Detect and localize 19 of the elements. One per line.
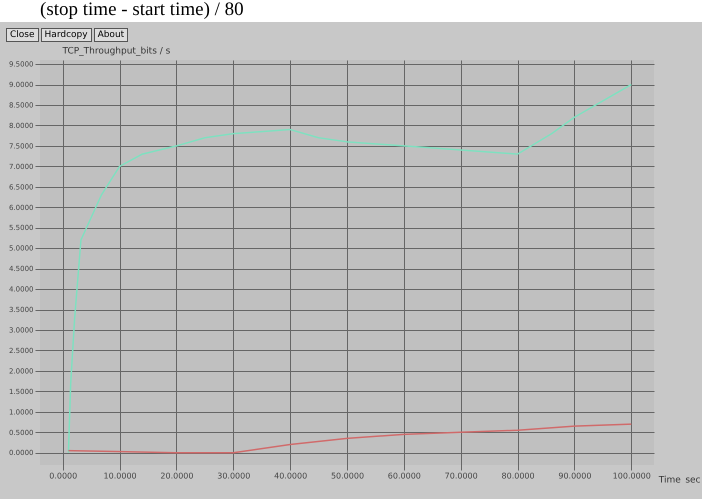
line-series xyxy=(68,84,632,454)
x-tick-label: 20.0000 xyxy=(160,472,194,480)
text: Close xyxy=(6,28,39,42)
x-tick-label: 60.0000 xyxy=(388,472,421,480)
x-tick-label: 10.0000 xyxy=(104,472,137,480)
x-tick-label: 70.0000 xyxy=(444,472,478,480)
x-axis-title: Time_sec xyxy=(658,476,701,486)
x-tick-label: 100.0000 xyxy=(612,472,651,480)
text: About xyxy=(94,28,128,42)
x-tick-label: 50.0000 xyxy=(330,472,364,480)
x-tick-label: 90.0000 xyxy=(558,472,592,480)
y-axis-title: TCP_Throughput_bits / s xyxy=(62,46,171,56)
x-tick-label: 80.0000 xyxy=(502,472,535,480)
text: (stop time - start time) / 80 xyxy=(0,0,702,22)
x-tick-label: 40.0000 xyxy=(274,472,308,480)
x-tick-label: 30.0000 xyxy=(217,472,250,480)
text: Hardcopy xyxy=(40,28,92,42)
line-series xyxy=(68,423,632,454)
x-tick-label: 0.0000 xyxy=(49,472,78,480)
